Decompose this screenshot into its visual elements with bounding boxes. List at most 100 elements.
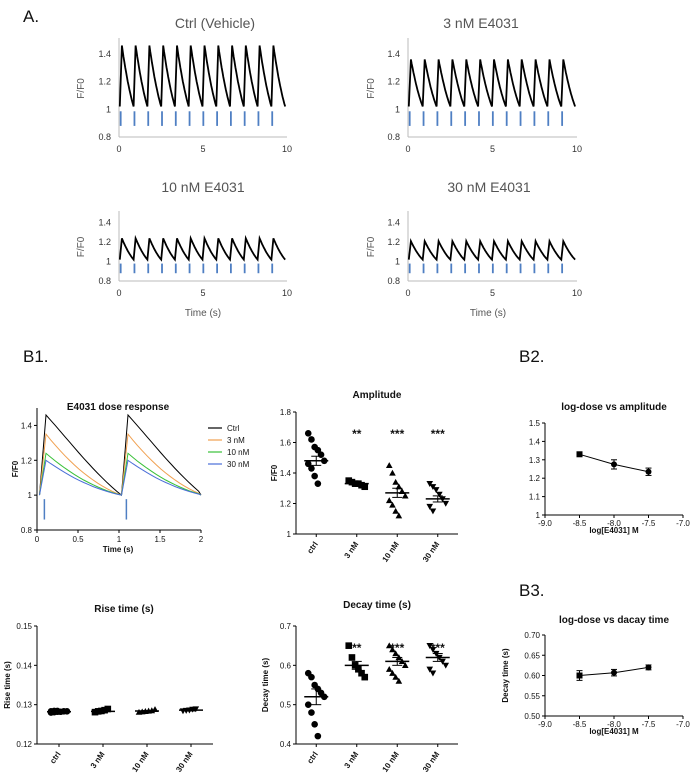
y-tick-label: 1.4: [21, 421, 33, 430]
chart-30nm-trace: 30 nM E4031 F/F0 0.8 1 1.2 1.4 0 5 10 Time (s): [366, 179, 582, 319]
y-tick-label: 1: [287, 530, 292, 539]
data-point: [432, 487, 440, 494]
x-tick-label: -7.5: [642, 720, 656, 729]
data-point: [385, 497, 393, 504]
x-tick-label: -8.5: [573, 519, 587, 528]
data-point: [358, 669, 365, 677]
data-point: [429, 646, 437, 653]
chart-title: 10 nM E4031: [161, 179, 244, 195]
x-tick-label: 0: [405, 144, 410, 154]
data-point: [314, 446, 322, 454]
data-point: [645, 468, 652, 475]
y-tick-label: 1: [106, 257, 111, 267]
y-tick-label: 1: [395, 257, 400, 267]
data-point: [385, 642, 393, 649]
x-tick-label: 10 nM: [130, 750, 151, 774]
data-point: [385, 462, 393, 469]
x-tick-label: -8.0: [607, 720, 621, 729]
x-axis-label: log[E4031] M: [589, 526, 639, 535]
y-tick-label: 0.14: [16, 661, 32, 670]
x-tick-label: 10: [572, 288, 582, 298]
y-axis-label: F/F0: [76, 236, 87, 257]
x-tick-label: 2: [199, 535, 204, 544]
significance-marker: ***: [431, 641, 445, 655]
y-tick-label: 0.55: [524, 692, 540, 701]
data-point: [308, 465, 315, 472]
data-point: [389, 469, 396, 476]
y-tick-label: 1.2: [280, 500, 292, 509]
chart-ctrl-vehicle-trace: Ctrl (Vehicle) F/F0 0.8 1 1.2 1.4 0 5 10: [76, 15, 292, 154]
y-tick-label: 0.13: [16, 701, 32, 710]
y-tick-label: 1.6: [280, 439, 292, 448]
data-point: [304, 701, 312, 708]
data-point: [389, 501, 396, 508]
y-tick-label: 1.4: [529, 437, 541, 446]
data-point: [314, 480, 322, 487]
data-point: [392, 673, 399, 680]
chart-logdose-amplitude: log-dose vs amplitude log[E4031] M 1 1.1 1.2…: [529, 402, 691, 535]
trace-line: [118, 45, 287, 107]
data-point: [304, 460, 312, 468]
significance-marker: **: [352, 427, 362, 441]
y-tick-label: 1.8: [280, 408, 292, 417]
data-point: [308, 673, 315, 681]
y-tick-label: 1.5: [529, 419, 541, 428]
significance-marker: ***: [431, 427, 445, 441]
x-tick-label: 10 nM: [381, 540, 402, 564]
series-line-30-nm: [39, 459, 202, 496]
panel-label-b1: B1.: [23, 347, 49, 366]
x-tick-label: 0: [35, 535, 40, 544]
x-tick-label: ctrl: [305, 540, 320, 555]
x-tick-label: -8.5: [573, 720, 587, 729]
y-tick-label: 1: [28, 491, 33, 500]
chart-title: log-dose vs dacay time: [559, 615, 669, 626]
panel-label-a: A.: [23, 7, 39, 26]
data-point: [426, 666, 434, 673]
x-tick-label: ctrl: [48, 750, 63, 765]
legend-label: Ctrl: [227, 424, 240, 433]
data-point: [426, 503, 434, 510]
chart-title: 30 nM E4031: [447, 179, 530, 195]
x-tick-label: 10: [282, 288, 292, 298]
y-tick-label: 1.4: [387, 218, 400, 228]
significance-marker: **: [352, 641, 362, 655]
y-tick-label: 1.4: [280, 469, 292, 478]
y-tick-label: 1.2: [387, 237, 400, 247]
y-tick-label: 0.8: [387, 276, 400, 286]
data-point: [314, 732, 322, 740]
x-tick-label: 5: [200, 144, 205, 154]
y-tick-label: 0.8: [98, 276, 111, 286]
chart-amplitude-scatter: Amplitude F/F0 1 1.2 1.4 1.6 1.8 ctrl 3 nM ** 10 n…: [270, 390, 458, 564]
significance-marker: ***: [390, 427, 404, 441]
data-point: [345, 642, 353, 649]
data-point: [426, 643, 434, 649]
panel-label-b2: B2.: [519, 347, 545, 366]
y-tick-label: 1: [536, 511, 541, 520]
y-tick-label: 1.4: [387, 49, 400, 59]
chart-title: log-dose vs amplitude: [561, 402, 667, 413]
y-tick-label: 0.65: [524, 651, 540, 660]
data-point: [392, 650, 399, 657]
y-tick-label: 0.8: [21, 526, 33, 535]
y-tick-label: 1.4: [98, 218, 111, 228]
chart-title: E4031 dose response: [67, 402, 170, 413]
data-point: [429, 484, 437, 491]
data-point: [442, 662, 450, 669]
data-point: [317, 451, 325, 459]
chart-dose-response: E4031 dose response F/F0 Time (s) 0.8 1 1.2 1.…: [11, 402, 250, 554]
x-tick-label: 0.5: [72, 535, 84, 544]
x-tick-label: 5: [200, 288, 205, 298]
data-point: [304, 430, 312, 437]
trace-line: [407, 59, 576, 107]
x-tick-label: 30 nM: [421, 750, 442, 774]
data-point: [429, 670, 437, 677]
y-tick-label: 0.15: [16, 622, 32, 631]
data-point: [395, 512, 403, 519]
chart-title: 3 nM E4031: [443, 15, 519, 31]
y-tick-label: 0.6: [280, 661, 292, 670]
data-point: [361, 673, 369, 681]
y-tick-label: 1.2: [387, 77, 400, 87]
y-tick-label: 1.4: [98, 49, 111, 59]
y-tick-label: 0.8: [98, 132, 111, 142]
